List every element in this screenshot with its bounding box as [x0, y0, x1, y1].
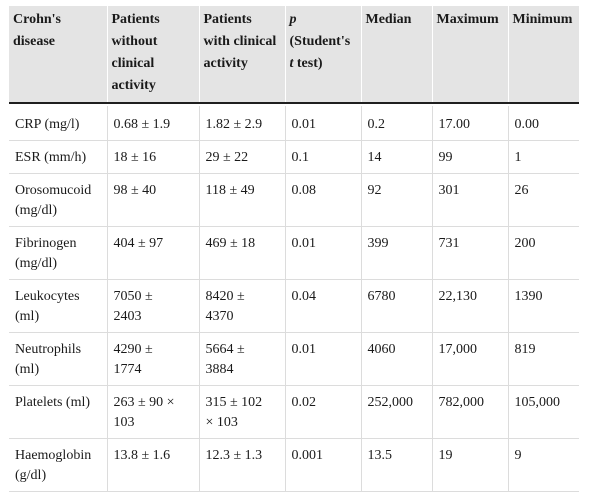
cell-median: 0.2 — [361, 106, 433, 141]
cell-p-value: 0.001 — [285, 438, 362, 492]
cell-median: 4060 — [361, 332, 433, 386]
table-row: Orosomucoid (mg/dl) 98 ± 40 118 ± 49 0.08 92 3… — [9, 173, 579, 227]
cell-with-activity: 29 ± 22 — [199, 140, 286, 174]
header-p-value: p (Student's t test) — [285, 6, 362, 104]
table-row: Haemoglobin (g/dl) 13.8 ± 1.6 12.3 ± 1.3 0.0… — [9, 438, 579, 492]
header-median: Median — [361, 6, 433, 104]
header-with-activity: Patients with clinical activity — [199, 6, 286, 104]
cell-median: 92 — [361, 173, 433, 227]
cell-median: 6780 — [361, 279, 433, 333]
cell-p-value: 0.01 — [285, 332, 362, 386]
table-body: CRP (mg/l) 0.68 ± 1.9 1.82 ± 2.9 0.01 0.2 17.… — [9, 103, 579, 492]
table-row: Neutrophils (ml) 4290 ±1774 5664 ±3884 0.01 4… — [9, 332, 579, 386]
header-maximum: Maximum — [432, 6, 509, 104]
table-row: Fibrinogen (mg/dl) 404 ± 97 469 ± 18 0.01 399… — [9, 226, 579, 280]
cell-parameter: Orosomucoid (mg/dl) — [9, 173, 108, 227]
cell-maximum: 17.00 — [432, 106, 509, 141]
cell-without-activity: 0.68 ± 1.9 — [107, 106, 200, 141]
cell-maximum: 301 — [432, 173, 509, 227]
cell-median: 252,000 — [361, 385, 433, 439]
table-row: Leukocytes (ml) 7050 ±2403 8420 ±4370 0.04 67… — [9, 279, 579, 333]
header-without-activity: Patients without clinical activity — [107, 6, 200, 104]
cell-minimum: 0.00 — [508, 106, 579, 141]
cell-p-value: 0.04 — [285, 279, 362, 333]
cell-maximum: 782,000 — [432, 385, 509, 439]
cell-median: 13.5 — [361, 438, 433, 492]
cell-minimum: 9 — [508, 438, 579, 492]
cell-minimum: 200 — [508, 226, 579, 280]
cell-parameter: ESR (mm/h) — [9, 140, 108, 174]
cell-p-value: 0.1 — [285, 140, 362, 174]
cell-parameter: Haemoglobin (g/dl) — [9, 438, 108, 492]
cell-minimum: 819 — [508, 332, 579, 386]
cell-maximum: 22,130 — [432, 279, 509, 333]
cell-with-activity: 469 ± 18 — [199, 226, 286, 280]
cell-minimum: 1390 — [508, 279, 579, 333]
cell-parameter: Neutrophils (ml) — [9, 332, 108, 386]
cell-p-value: 0.01 — [285, 106, 362, 141]
cell-without-activity: 7050 ±2403 — [107, 279, 200, 333]
table-row: Platelets (ml) 263 ± 90 × 103 315 ± 102 × 10… — [9, 385, 579, 439]
cell-maximum: 19 — [432, 438, 509, 492]
cell-with-activity: 315 ± 102 × 103 — [199, 385, 286, 439]
crohns-lab-table: Crohn's disease Patients without clinica… — [9, 6, 579, 492]
cell-maximum: 17,000 — [432, 332, 509, 386]
table-row: CRP (mg/l) 0.68 ± 1.9 1.82 ± 2.9 0.01 0.2 17.… — [9, 106, 579, 141]
cell-p-value: 0.01 — [285, 226, 362, 280]
cell-with-activity: 8420 ±4370 — [199, 279, 286, 333]
cell-with-activity: 1.82 ± 2.9 — [199, 106, 286, 141]
cell-maximum: 99 — [432, 140, 509, 174]
header-disease: Crohn's disease — [9, 6, 108, 104]
cell-minimum: 26 — [508, 173, 579, 227]
cell-with-activity: 12.3 ± 1.3 — [199, 438, 286, 492]
cell-median: 399 — [361, 226, 433, 280]
cell-minimum: 105,000 — [508, 385, 579, 439]
cell-parameter: CRP (mg/l) — [9, 106, 108, 141]
cell-p-value: 0.02 — [285, 385, 362, 439]
cell-median: 14 — [361, 140, 433, 174]
cell-parameter: Platelets (ml) — [9, 385, 108, 439]
cell-without-activity: 98 ± 40 — [107, 173, 200, 227]
cell-with-activity: 118 ± 49 — [199, 173, 286, 227]
cell-parameter: Leukocytes (ml) — [9, 279, 108, 333]
table-row: ESR (mm/h) 18 ± 16 29 ± 22 0.1 14 99 1 — [9, 140, 579, 174]
cell-without-activity: 404 ± 97 — [107, 226, 200, 280]
cell-without-activity: 13.8 ± 1.6 — [107, 438, 200, 492]
cell-without-activity: 4290 ±1774 — [107, 332, 200, 386]
cell-maximum: 731 — [432, 226, 509, 280]
header-minimum: Minimum — [508, 6, 579, 104]
cell-with-activity: 5664 ±3884 — [199, 332, 286, 386]
cell-p-value: 0.08 — [285, 173, 362, 227]
cell-without-activity: 263 ± 90 × 103 — [107, 385, 200, 439]
header-row: Crohn's disease Patients without clinica… — [9, 6, 579, 104]
page: Crohn's disease Patients without clinica… — [9, 6, 579, 492]
cell-without-activity: 18 ± 16 — [107, 140, 200, 174]
cell-minimum: 1 — [508, 140, 579, 174]
cell-parameter: Fibrinogen (mg/dl) — [9, 226, 108, 280]
